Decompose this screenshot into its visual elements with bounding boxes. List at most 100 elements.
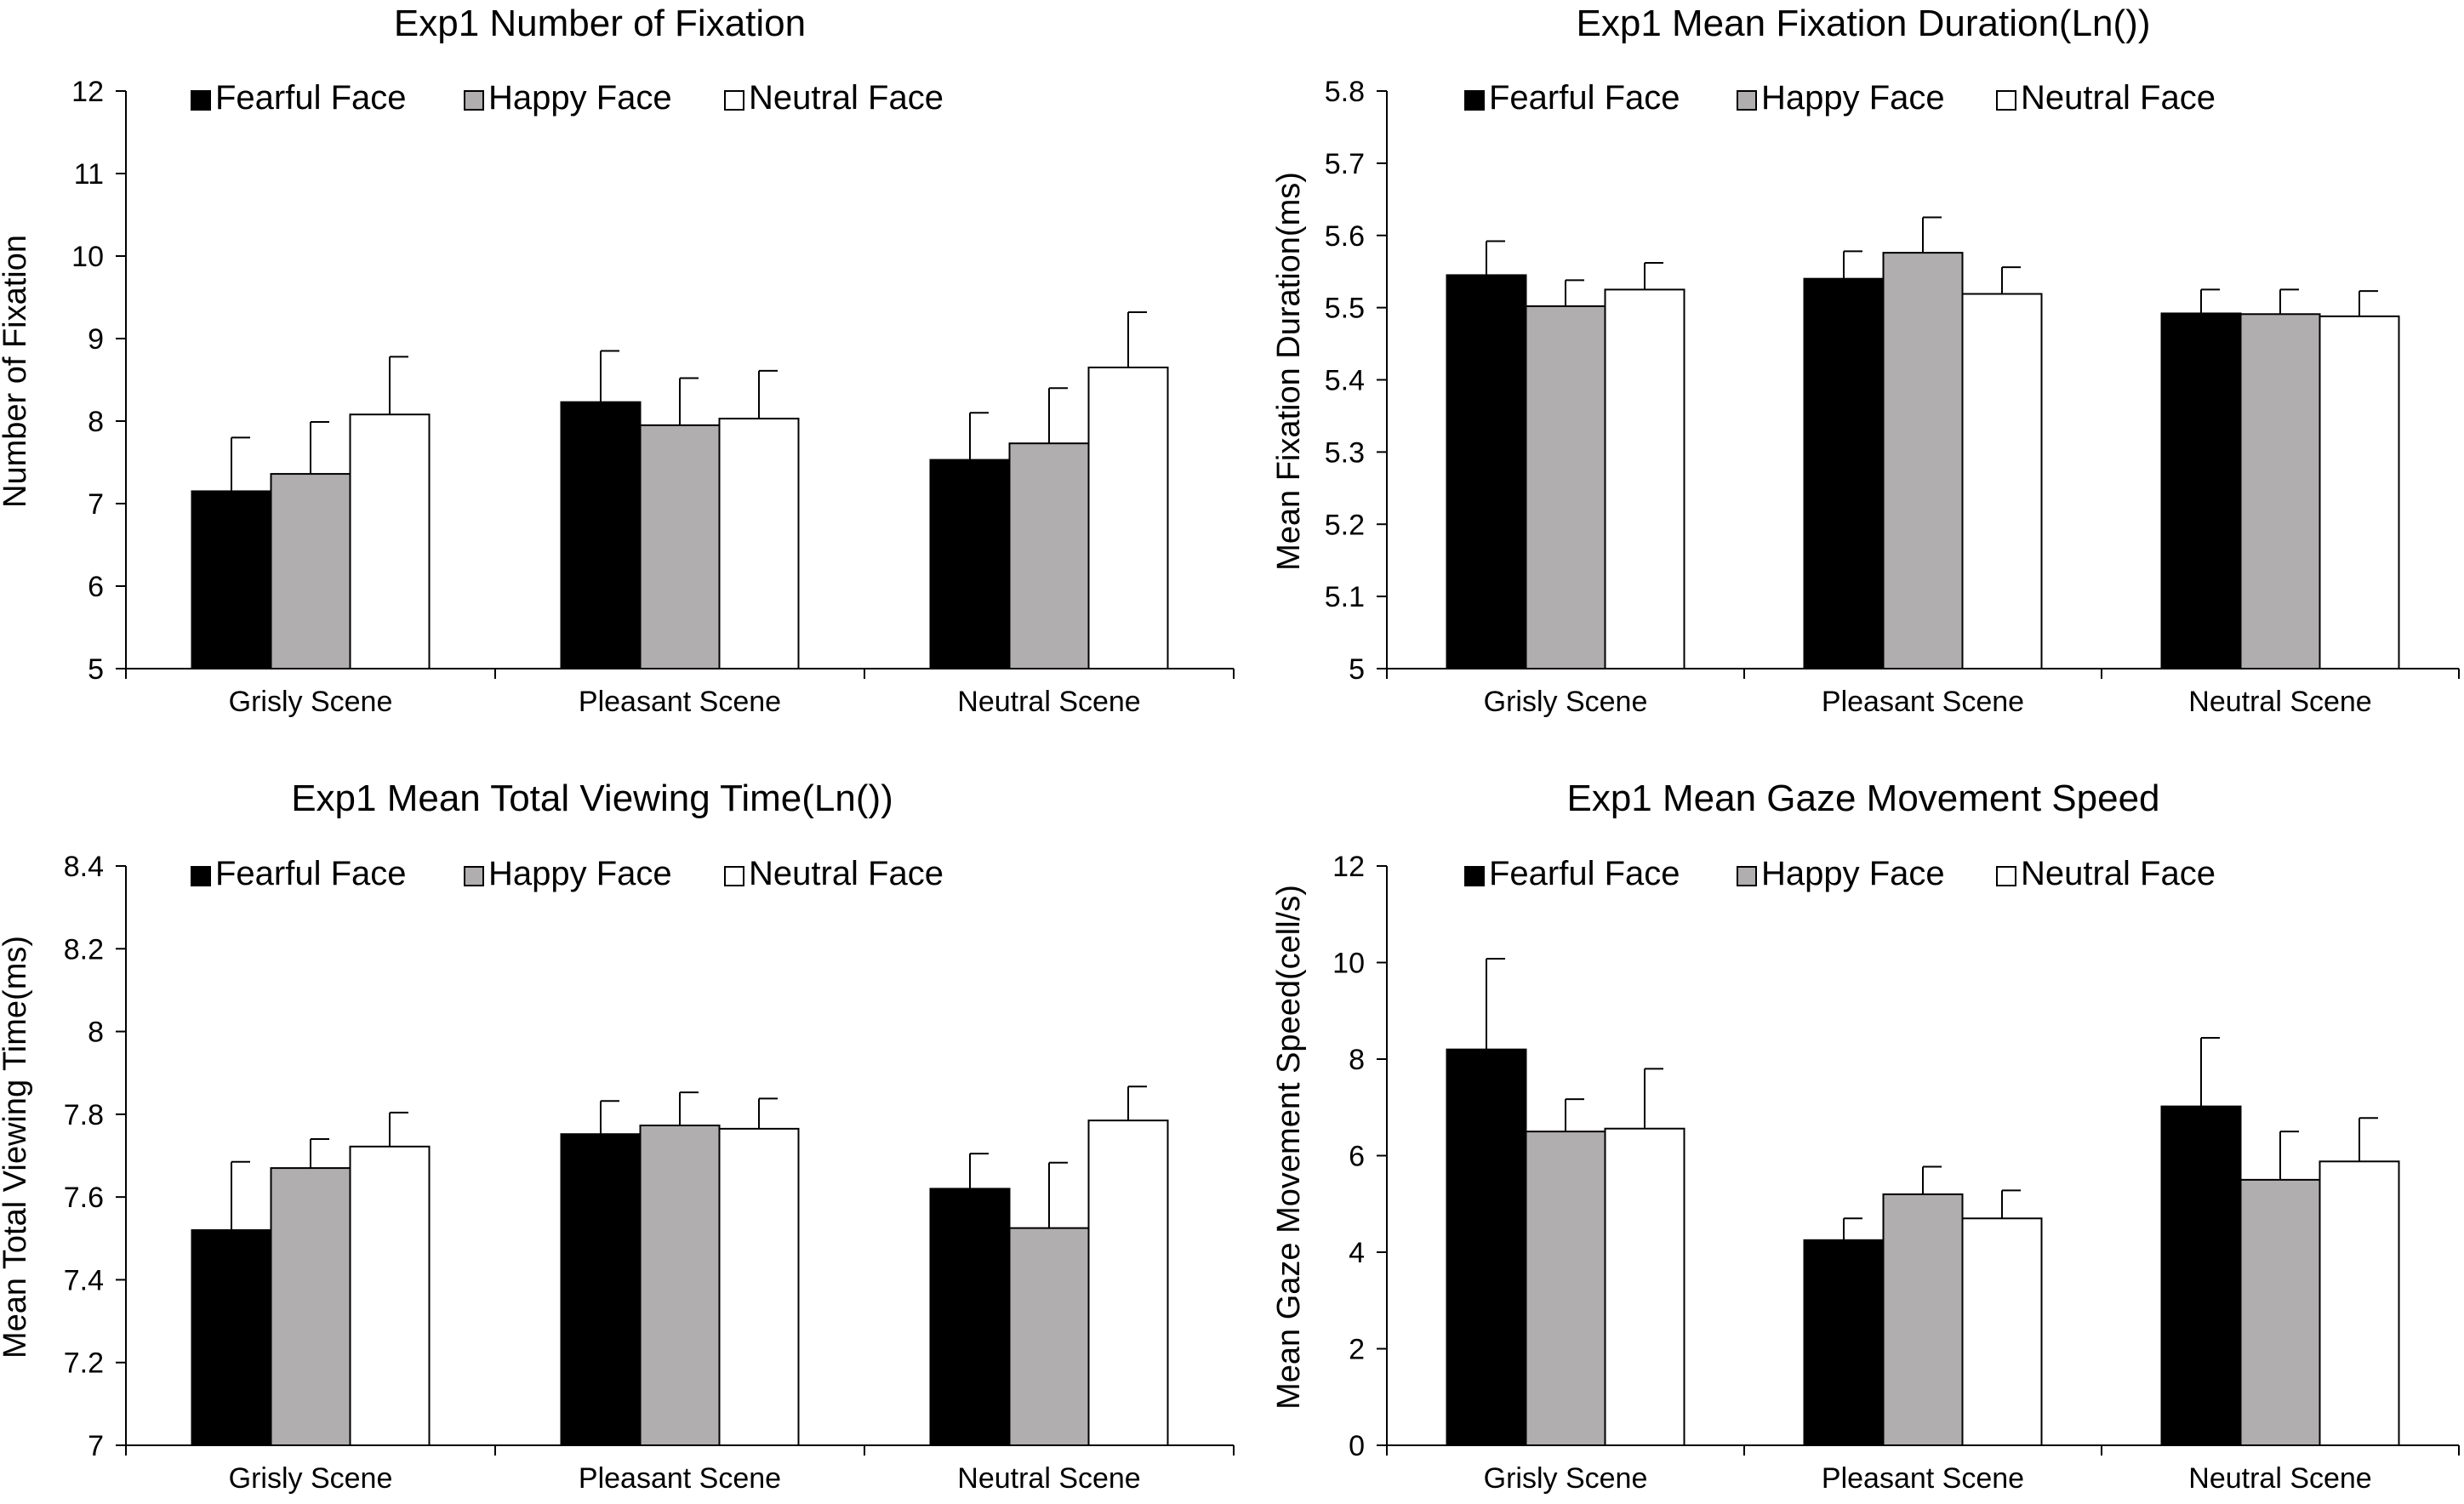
bar-neutral-3	[1087, 366, 1169, 669]
chart-title: Exp1 Mean Total Viewing Time(Ln())	[291, 778, 893, 819]
y-tick-label: 10	[71, 241, 104, 273]
y-axis-label: Number of Fixation	[0, 235, 33, 508]
bar-neutral-1	[349, 413, 431, 669]
legend-label: Neutral Face	[2021, 79, 2216, 117]
legend-swatch-neutral	[1996, 90, 2016, 111]
y-tick-label: 7.2	[64, 1347, 104, 1380]
bar-neutral-1	[349, 1145, 431, 1446]
legend-swatch-neutral	[724, 90, 744, 111]
x-category-label: Neutral Scene	[2188, 1462, 2371, 1495]
y-tick-label: 6	[88, 571, 104, 603]
legend-label: Happy Face	[1761, 79, 1945, 117]
bar-happy-1	[270, 1167, 351, 1447]
x-category-label: Neutral Scene	[957, 686, 1140, 718]
y-tick-label: 5.8	[1325, 76, 1365, 108]
y-tick-label: 5.2	[1325, 509, 1365, 541]
y-tick-label: 5.1	[1325, 581, 1365, 613]
bar-fearful-2	[560, 401, 642, 669]
y-axis-label: Mean Fixation Duration(ms)	[1271, 172, 1307, 571]
chart-title: Exp1 Mean Fixation Duration(Ln())	[1577, 3, 2151, 44]
legend-swatch-fearful	[1464, 866, 1485, 886]
legend-label: Happy Face	[488, 855, 672, 892]
chart-panel-4: Exp1 Mean Gaze Movement Speed Mean Gaze M…	[1271, 778, 2460, 1495]
bar-happy-2	[1882, 1193, 1964, 1447]
bar-neutral-2	[1961, 1217, 2043, 1447]
bar-happy-3	[2239, 313, 2321, 669]
bar-neutral-1	[1604, 288, 1685, 669]
y-tick-label: 5.5	[1325, 293, 1365, 325]
x-category-label: Pleasant Scene	[579, 1462, 781, 1495]
y-tick-label: 5	[1349, 653, 1365, 686]
legend-swatch-fearful	[191, 866, 211, 886]
y-tick-label: 6	[1349, 1141, 1365, 1173]
legend-swatch-fearful	[191, 90, 211, 111]
bar-neutral-2	[718, 418, 800, 669]
chart-panel-1: Exp1 Number of Fixation Number of Fixatio…	[0, 3, 1235, 718]
bar-fearful-3	[929, 459, 1011, 670]
bar-fearful-1	[1446, 274, 1527, 669]
legend-label: Fearful Face	[215, 855, 407, 892]
x-category-label: Pleasant Scene	[579, 686, 781, 718]
chart-panel-2: Exp1 Mean Fixation Duration(Ln()) Mean Fi…	[1271, 3, 2460, 718]
y-axis-label: Mean Gaze Movement Speed(cell/s)	[1271, 885, 1307, 1410]
y-tick-label: 5.7	[1325, 148, 1365, 180]
y-tick-label: 12	[71, 76, 104, 108]
y-tick-label: 7.8	[64, 1099, 104, 1131]
legend-label: Happy Face	[1761, 855, 1945, 892]
bar-neutral-3	[1087, 1119, 1169, 1446]
legend-swatch-happy	[1737, 90, 1757, 111]
x-category-label: Grisly Scene	[229, 1462, 393, 1495]
y-tick-label: 7	[88, 1430, 104, 1462]
legend-swatch-happy	[464, 866, 484, 886]
bar-happy-3	[2239, 1178, 2321, 1446]
chart-panel-3: Exp1 Mean Total Viewing Time(Ln()) Mean T…	[0, 778, 1235, 1495]
bar-happy-2	[639, 424, 721, 669]
y-tick-label: 7.6	[64, 1182, 104, 1214]
bar-neutral-3	[2319, 315, 2400, 669]
bar-fearful-1	[1446, 1048, 1527, 1447]
bar-happy-3	[1008, 1227, 1090, 1446]
bar-neutral-2	[1961, 293, 2043, 669]
bar-happy-2	[1882, 252, 1964, 669]
legend-swatch-neutral	[1996, 866, 2016, 886]
y-tick-label: 8	[88, 1017, 104, 1049]
bar-fearful-3	[929, 1188, 1011, 1447]
chart-title: Exp1 Mean Gaze Movement Speed	[1566, 778, 2159, 819]
bar-happy-2	[639, 1124, 721, 1446]
y-axis-label: Mean Total Viewing Time(ms)	[0, 936, 33, 1359]
y-tick-label: 8	[88, 406, 104, 438]
legend-label: Neutral Face	[749, 855, 944, 892]
x-category-label: Pleasant Scene	[1822, 1462, 2024, 1495]
bar-fearful-3	[2160, 312, 2242, 669]
y-tick-label: 8.4	[64, 851, 104, 883]
x-category-label: Neutral Scene	[957, 1462, 1140, 1495]
x-category-label: Pleasant Scene	[1822, 686, 2024, 718]
x-category-label: Grisly Scene	[1484, 1462, 1648, 1495]
bar-fearful-2	[1803, 1239, 1885, 1446]
bar-fearful-3	[2160, 1105, 2242, 1446]
y-tick-label: 12	[1332, 851, 1365, 883]
y-tick-label: 4	[1349, 1237, 1365, 1269]
bar-neutral-1	[1604, 1127, 1685, 1446]
bar-neutral-2	[718, 1127, 800, 1447]
bar-fearful-2	[560, 1133, 642, 1446]
bar-happy-1	[1525, 1131, 1606, 1446]
y-tick-label: 9	[88, 323, 104, 356]
y-tick-label: 11	[74, 158, 104, 191]
y-tick-label: 5.4	[1325, 365, 1365, 397]
bar-fearful-2	[1803, 277, 1885, 669]
legend-label: Happy Face	[488, 79, 672, 117]
legend-swatch-neutral	[724, 866, 744, 886]
y-tick-label: 5	[88, 653, 104, 686]
y-tick-label: 8	[1349, 1044, 1365, 1076]
y-tick-label: 7	[88, 488, 104, 521]
bar-fearful-1	[191, 1229, 272, 1446]
x-category-label: Neutral Scene	[2188, 686, 2371, 718]
bar-neutral-3	[2319, 1160, 2400, 1447]
legend-label: Fearful Face	[215, 79, 407, 117]
legend-swatch-happy	[464, 90, 484, 111]
bar-happy-1	[1525, 305, 1606, 669]
x-category-label: Grisly Scene	[1484, 686, 1648, 718]
x-category-label: Grisly Scene	[229, 686, 393, 718]
